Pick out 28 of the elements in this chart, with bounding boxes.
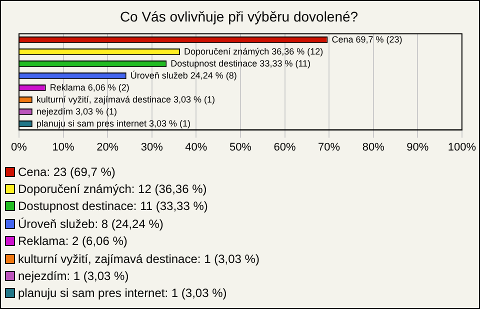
legend-label: Reklama: 2 (6,06 %) <box>18 234 128 248</box>
data-label: nejezdím 3,03 % (1) <box>36 106 117 116</box>
x-tick-label: 20% <box>96 141 119 154</box>
legend-label: planuju si sam pres internet: 1 (3,03 %) <box>18 286 227 300</box>
data-label: kulturní vyžití, zajímavá destinace 3,03 % (1) <box>36 94 215 104</box>
legend-label: nejezdím: 1 (3,03 %) <box>18 269 129 284</box>
legend-label: Úroveň služeb: 8 (24,24 %) <box>18 216 164 231</box>
x-tick-label: 70% <box>318 141 340 154</box>
x-tick-label: 30% <box>140 141 164 154</box>
data-label: Dostupnost destinace 33,33 % (11) <box>170 58 311 68</box>
data-label: planuju si sam pres internet 3,03 % (1) <box>36 118 190 128</box>
data-label: Cena 69,7 % (23) <box>332 34 402 44</box>
legend-label: Dostupnost destinace: 11 (33,33 %) <box>18 199 208 214</box>
data-label: Úroveň služeb 24,24 % (8) <box>130 70 237 80</box>
x-tick-label: 50% <box>229 141 252 154</box>
x-tick-label: 80% <box>362 141 385 154</box>
x-tick-label: 100% <box>448 141 476 154</box>
data-label: Reklama 6,06 % (2) <box>50 82 130 92</box>
x-tick-label: 60% <box>274 141 296 154</box>
x-tick-label: 0% <box>11 141 28 154</box>
x-tick-label: 40% <box>185 141 208 154</box>
x-tick-label: 90% <box>406 141 429 154</box>
legend-label: Doporučení známých: 12 (36,36 %) <box>18 182 207 196</box>
data-label: Doporučení známých 36,36 % (12) <box>184 46 324 56</box>
x-tick-label: 10% <box>52 141 75 154</box>
legend-label: kulturní vyžití, zajímavá destinace: 1 (3,03 %) <box>18 252 260 266</box>
chart-title: Co Vás ovlivňuje při výběru dovolené? <box>120 8 358 24</box>
legend-label: Cena: 23 (69,7 %) <box>18 164 116 179</box>
